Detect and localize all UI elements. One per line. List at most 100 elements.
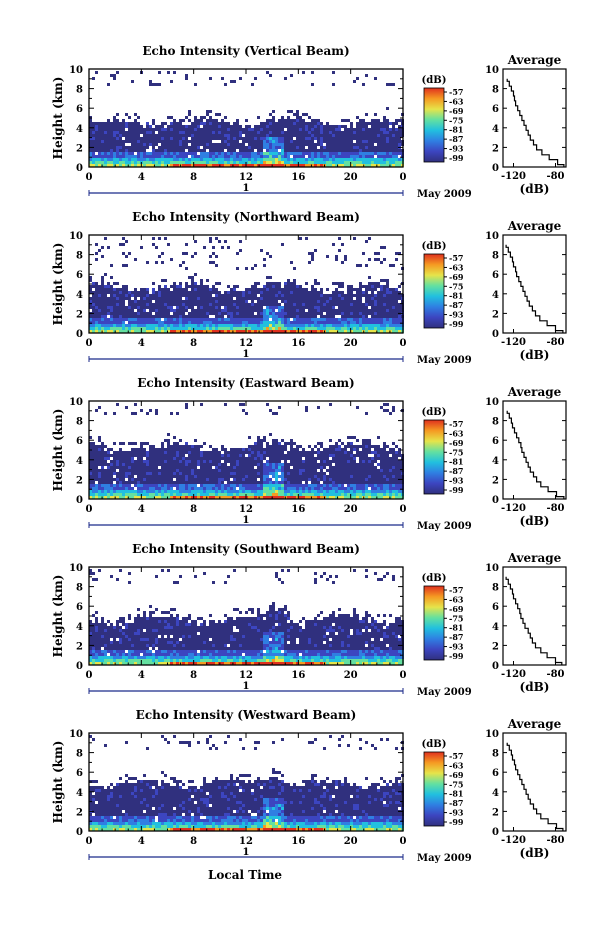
x-tick-label: 4 bbox=[138, 172, 145, 183]
colorbar-tick-label: -99 bbox=[449, 651, 464, 661]
average-y-tick-label: 6 bbox=[492, 602, 499, 613]
average-y-tick-label: 4 bbox=[492, 456, 499, 467]
y-axis-title: Height (km) bbox=[51, 409, 65, 492]
average-y-tick-label: 0 bbox=[492, 329, 499, 340]
x-tick-label: 20 bbox=[344, 172, 358, 183]
average-x-tick-label: -80 bbox=[546, 337, 564, 348]
colorbar-tick-label: -63 bbox=[449, 262, 464, 272]
day-label: 1 bbox=[243, 847, 250, 858]
chart-title: Echo Intensity (Southward Beam) bbox=[132, 542, 360, 556]
colorbar-label: (dB) bbox=[422, 75, 447, 86]
average-title: Average bbox=[507, 385, 562, 399]
day-label: 1 bbox=[243, 183, 250, 194]
average-y-tick-label: 4 bbox=[492, 124, 499, 135]
colorbar-tick-label: -87 bbox=[449, 300, 463, 310]
average-y-tick-label: 0 bbox=[492, 495, 499, 506]
colorbar-tick-label: -75 bbox=[449, 613, 463, 623]
average-y-tick-label: 8 bbox=[492, 583, 499, 594]
average-x-tick-label: -80 bbox=[546, 669, 564, 680]
average-x-tick-label: -80 bbox=[546, 835, 564, 846]
y-tick-label: 8 bbox=[76, 417, 83, 428]
average-y-tick-label: 2 bbox=[492, 807, 499, 818]
heatmap-cells bbox=[89, 735, 404, 831]
y-tick-label: 0 bbox=[76, 827, 83, 838]
y-tick-label: 4 bbox=[76, 788, 83, 799]
x-tick-label: 0 bbox=[400, 836, 407, 847]
x-tick-label: 4 bbox=[138, 504, 145, 515]
chart-title: Echo Intensity (Northward Beam) bbox=[132, 210, 360, 224]
average-frame bbox=[502, 566, 567, 666]
colorbar-tick-label: -99 bbox=[449, 319, 464, 329]
colorbar-tick-label: -57 bbox=[449, 87, 463, 97]
x-tick-label: 16 bbox=[291, 172, 305, 183]
colorbar-tick-label: -93 bbox=[449, 808, 464, 818]
y-axis-title: Height (km) bbox=[51, 575, 65, 658]
y-tick-label: 4 bbox=[76, 124, 83, 135]
x-tick-label: 0 bbox=[86, 338, 93, 349]
heatmap-cells bbox=[89, 71, 404, 167]
y-tick-label: 10 bbox=[69, 563, 83, 574]
x-tick-label: 20 bbox=[344, 836, 358, 847]
x-tick-label: 16 bbox=[291, 670, 305, 681]
colorbar-label: (dB) bbox=[422, 241, 447, 252]
y-tick-label: 0 bbox=[76, 661, 83, 672]
x-tick-label: 20 bbox=[344, 338, 358, 349]
x-tick-label: 0 bbox=[400, 172, 407, 183]
colorbar-tick-label: -81 bbox=[449, 291, 463, 301]
average-frame bbox=[502, 400, 567, 500]
colorbar-tick-label: -93 bbox=[449, 144, 464, 154]
colorbar-tick-label: -69 bbox=[449, 438, 464, 448]
x-tick-label: 16 bbox=[291, 504, 305, 515]
colorbar-tick-label: -75 bbox=[449, 281, 463, 291]
colorbar-tick-label: -87 bbox=[449, 466, 463, 476]
x-tick-label: 8 bbox=[190, 670, 197, 681]
average-title: Average bbox=[507, 53, 562, 67]
average-x-title: (dB) bbox=[520, 348, 550, 362]
colorbar-tick-label: -57 bbox=[449, 751, 463, 761]
y-axis-title: Height (km) bbox=[51, 741, 65, 824]
average-frame bbox=[502, 234, 567, 334]
x-tick-label: 0 bbox=[86, 836, 93, 847]
y-tick-label: 10 bbox=[69, 729, 83, 740]
date-label: May 2009 bbox=[417, 189, 472, 200]
colorbar-label: (dB) bbox=[422, 573, 447, 584]
colorbar bbox=[423, 87, 445, 163]
day-label: 1 bbox=[243, 515, 250, 526]
colorbar-tick-label: -63 bbox=[449, 594, 464, 604]
y-tick-label: 4 bbox=[76, 622, 83, 633]
heatmap-cells bbox=[89, 569, 404, 665]
y-tick-label: 8 bbox=[76, 749, 83, 760]
y-tick-label: 6 bbox=[76, 104, 83, 115]
colorbar-tick-label: -81 bbox=[449, 457, 463, 467]
chart-title: Echo Intensity (Westward Beam) bbox=[136, 708, 357, 722]
average-y-tick-label: 6 bbox=[492, 768, 499, 779]
x-tick-label: 16 bbox=[291, 338, 305, 349]
x-tick-label: 12 bbox=[239, 670, 253, 681]
average-y-tick-label: 10 bbox=[485, 65, 499, 76]
average-frame bbox=[502, 68, 567, 168]
colorbar-tick-label: -93 bbox=[449, 476, 464, 486]
y-tick-label: 6 bbox=[76, 270, 83, 281]
date-label: May 2009 bbox=[417, 521, 472, 532]
average-title: Average bbox=[507, 219, 562, 233]
y-tick-label: 10 bbox=[69, 65, 83, 76]
average-y-tick-label: 2 bbox=[492, 475, 499, 486]
colorbar-label: (dB) bbox=[422, 407, 447, 418]
colorbar-tick-label: -75 bbox=[449, 779, 463, 789]
colorbar bbox=[423, 253, 445, 329]
y-tick-label: 6 bbox=[76, 436, 83, 447]
average-profile-line bbox=[506, 410, 565, 499]
x-tick-label: 0 bbox=[86, 172, 93, 183]
colorbar-tick-label: -75 bbox=[449, 447, 463, 457]
colorbar bbox=[423, 419, 445, 495]
average-y-tick-label: 10 bbox=[485, 729, 499, 740]
colorbar-tick-label: -69 bbox=[449, 604, 464, 614]
average-y-tick-label: 8 bbox=[492, 251, 499, 262]
y-tick-label: 10 bbox=[69, 231, 83, 242]
y-tick-label: 2 bbox=[76, 143, 83, 154]
day-label: 1 bbox=[243, 681, 250, 692]
y-axis-title: Height (km) bbox=[51, 243, 65, 326]
